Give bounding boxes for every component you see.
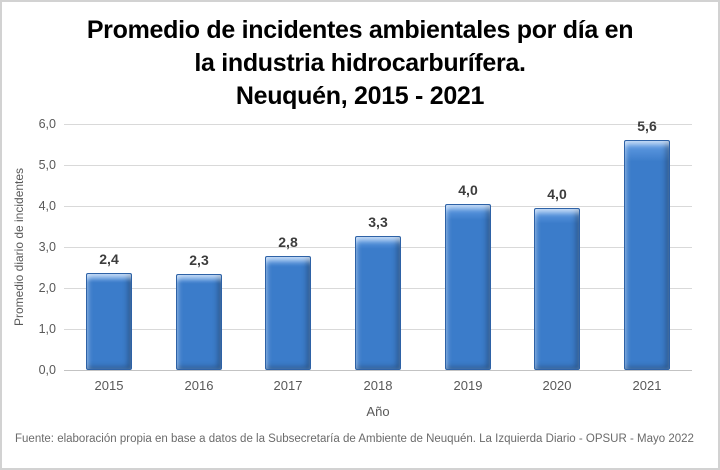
bar-value-label: 5,6 bbox=[637, 118, 657, 134]
chart-title-line-2: la industria hidrocarburífera. bbox=[194, 49, 526, 77]
bar-value-label: 2,4 bbox=[99, 251, 119, 267]
bar-2016 bbox=[176, 274, 222, 370]
bar-value-label: 2,3 bbox=[189, 252, 209, 268]
bar-value-label: 4,0 bbox=[547, 186, 567, 202]
bar-value-label: 2,8 bbox=[278, 234, 298, 250]
bar-2020 bbox=[534, 208, 580, 370]
y-tick-label: 1,0 bbox=[38, 322, 56, 336]
bar-2019 bbox=[445, 204, 491, 370]
bar-2017 bbox=[265, 256, 311, 370]
x-tick-2017: 2017 bbox=[273, 378, 303, 393]
bar-value-label: 4,0 bbox=[458, 182, 478, 198]
y-tick-label: 3,0 bbox=[38, 240, 56, 254]
gridline bbox=[64, 165, 692, 166]
y-tick-label: 2,0 bbox=[38, 281, 56, 295]
x-tick-2021: 2021 bbox=[632, 378, 662, 393]
y-tick-label: 6,0 bbox=[38, 117, 56, 131]
bar-2015 bbox=[86, 273, 132, 370]
bar-value-label: 3,3 bbox=[368, 214, 388, 230]
bar-2021 bbox=[624, 140, 670, 370]
gridline bbox=[64, 124, 692, 125]
x-axis-title: Año bbox=[366, 404, 390, 419]
x-tick-2018: 2018 bbox=[363, 378, 393, 393]
chart-title-line-3: Neuquén, 2015 - 2021 bbox=[235, 82, 485, 110]
x-tick-2016: 2016 bbox=[184, 378, 214, 393]
source-note: Fuente: elaboración propia en base a dat… bbox=[15, 433, 694, 445]
x-tick-2020: 2020 bbox=[542, 378, 572, 393]
x-tick-2015: 2015 bbox=[94, 378, 124, 393]
y-tick-label: 4,0 bbox=[38, 199, 56, 213]
bar-2018 bbox=[355, 236, 401, 370]
gridline bbox=[64, 206, 692, 207]
chart-title: Promedio de incidentes ambientales por d… bbox=[2, 14, 718, 113]
chart-title-line-1: Promedio de incidentes ambientales por d… bbox=[86, 16, 634, 44]
plot-area: 0,0 1,0 2,0 3,0 4,0 5,0 6,0 2,4 2015 2,3 2016 2,8 20… bbox=[39, 117, 692, 393]
y-tick-label: 5,0 bbox=[38, 158, 56, 172]
y-tick-label: 0,0 bbox=[38, 363, 56, 377]
x-tick-2019: 2019 bbox=[453, 378, 483, 393]
